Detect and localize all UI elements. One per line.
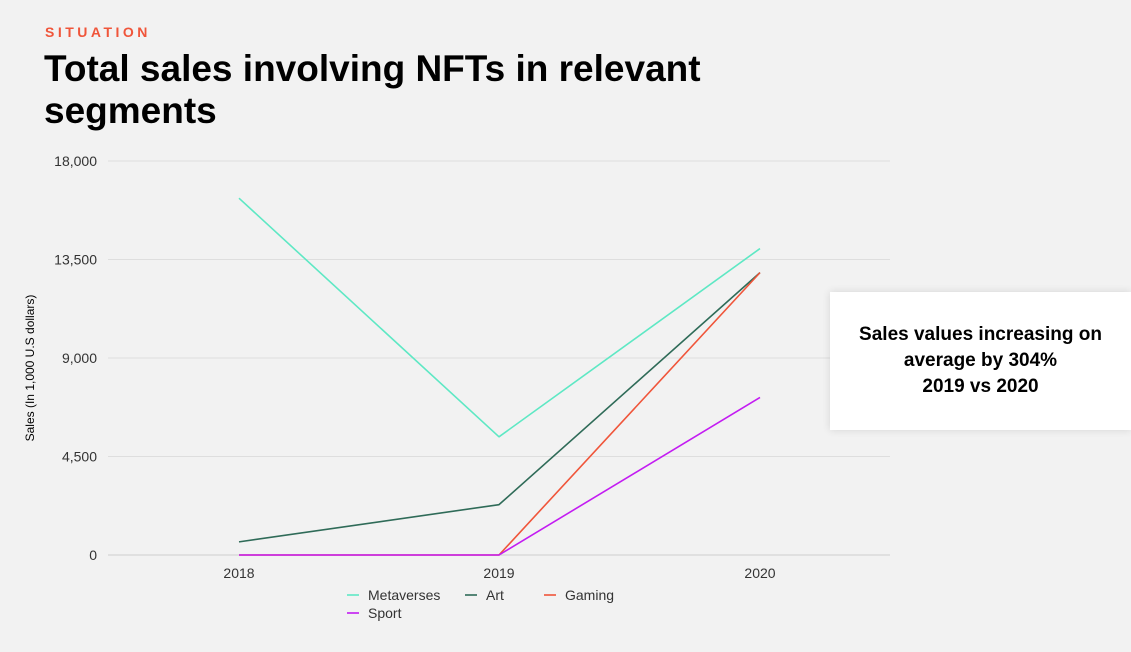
page-title: Total sales involving NFTs in relevant s… bbox=[44, 48, 701, 131]
insight-callout-text: Sales values increasing on average by 30… bbox=[859, 324, 1102, 397]
grid-layer bbox=[108, 160, 890, 556]
legend-label: Gaming bbox=[565, 587, 614, 603]
y-tick-label: 4,500 bbox=[62, 449, 97, 465]
y-tick-label: 13,500 bbox=[54, 252, 97, 268]
y-tick-label: 0 bbox=[89, 547, 97, 563]
y-tick-label: 18,000 bbox=[54, 153, 97, 169]
y-tick-label: 9,000 bbox=[62, 350, 97, 366]
y-axis-label: Sales (In 1,000 U.S dollars) bbox=[23, 295, 37, 442]
series-line-art bbox=[238, 272, 761, 543]
series-line-metaverses bbox=[238, 197, 761, 438]
legend-label: Sport bbox=[368, 605, 402, 621]
section-eyebrow: SITUATION bbox=[45, 24, 151, 40]
axis-layer: 0 4,500 9,000 13,500 18,000 2018 2019 2020 bbox=[54, 153, 776, 581]
legend-label: Metaverses bbox=[368, 587, 440, 603]
insight-callout: Sales values increasing on average by 30… bbox=[830, 292, 1131, 430]
series-line-gaming bbox=[239, 272, 761, 556]
series-layer bbox=[238, 197, 761, 556]
x-tick-label: 2019 bbox=[483, 565, 514, 581]
x-tick-label: 2020 bbox=[744, 565, 775, 581]
series-line-sport bbox=[239, 396, 761, 556]
legend-label: Art bbox=[486, 587, 504, 603]
legend: Metaverses Art Gaming Sport bbox=[347, 587, 614, 621]
x-tick-label: 2018 bbox=[223, 565, 254, 581]
